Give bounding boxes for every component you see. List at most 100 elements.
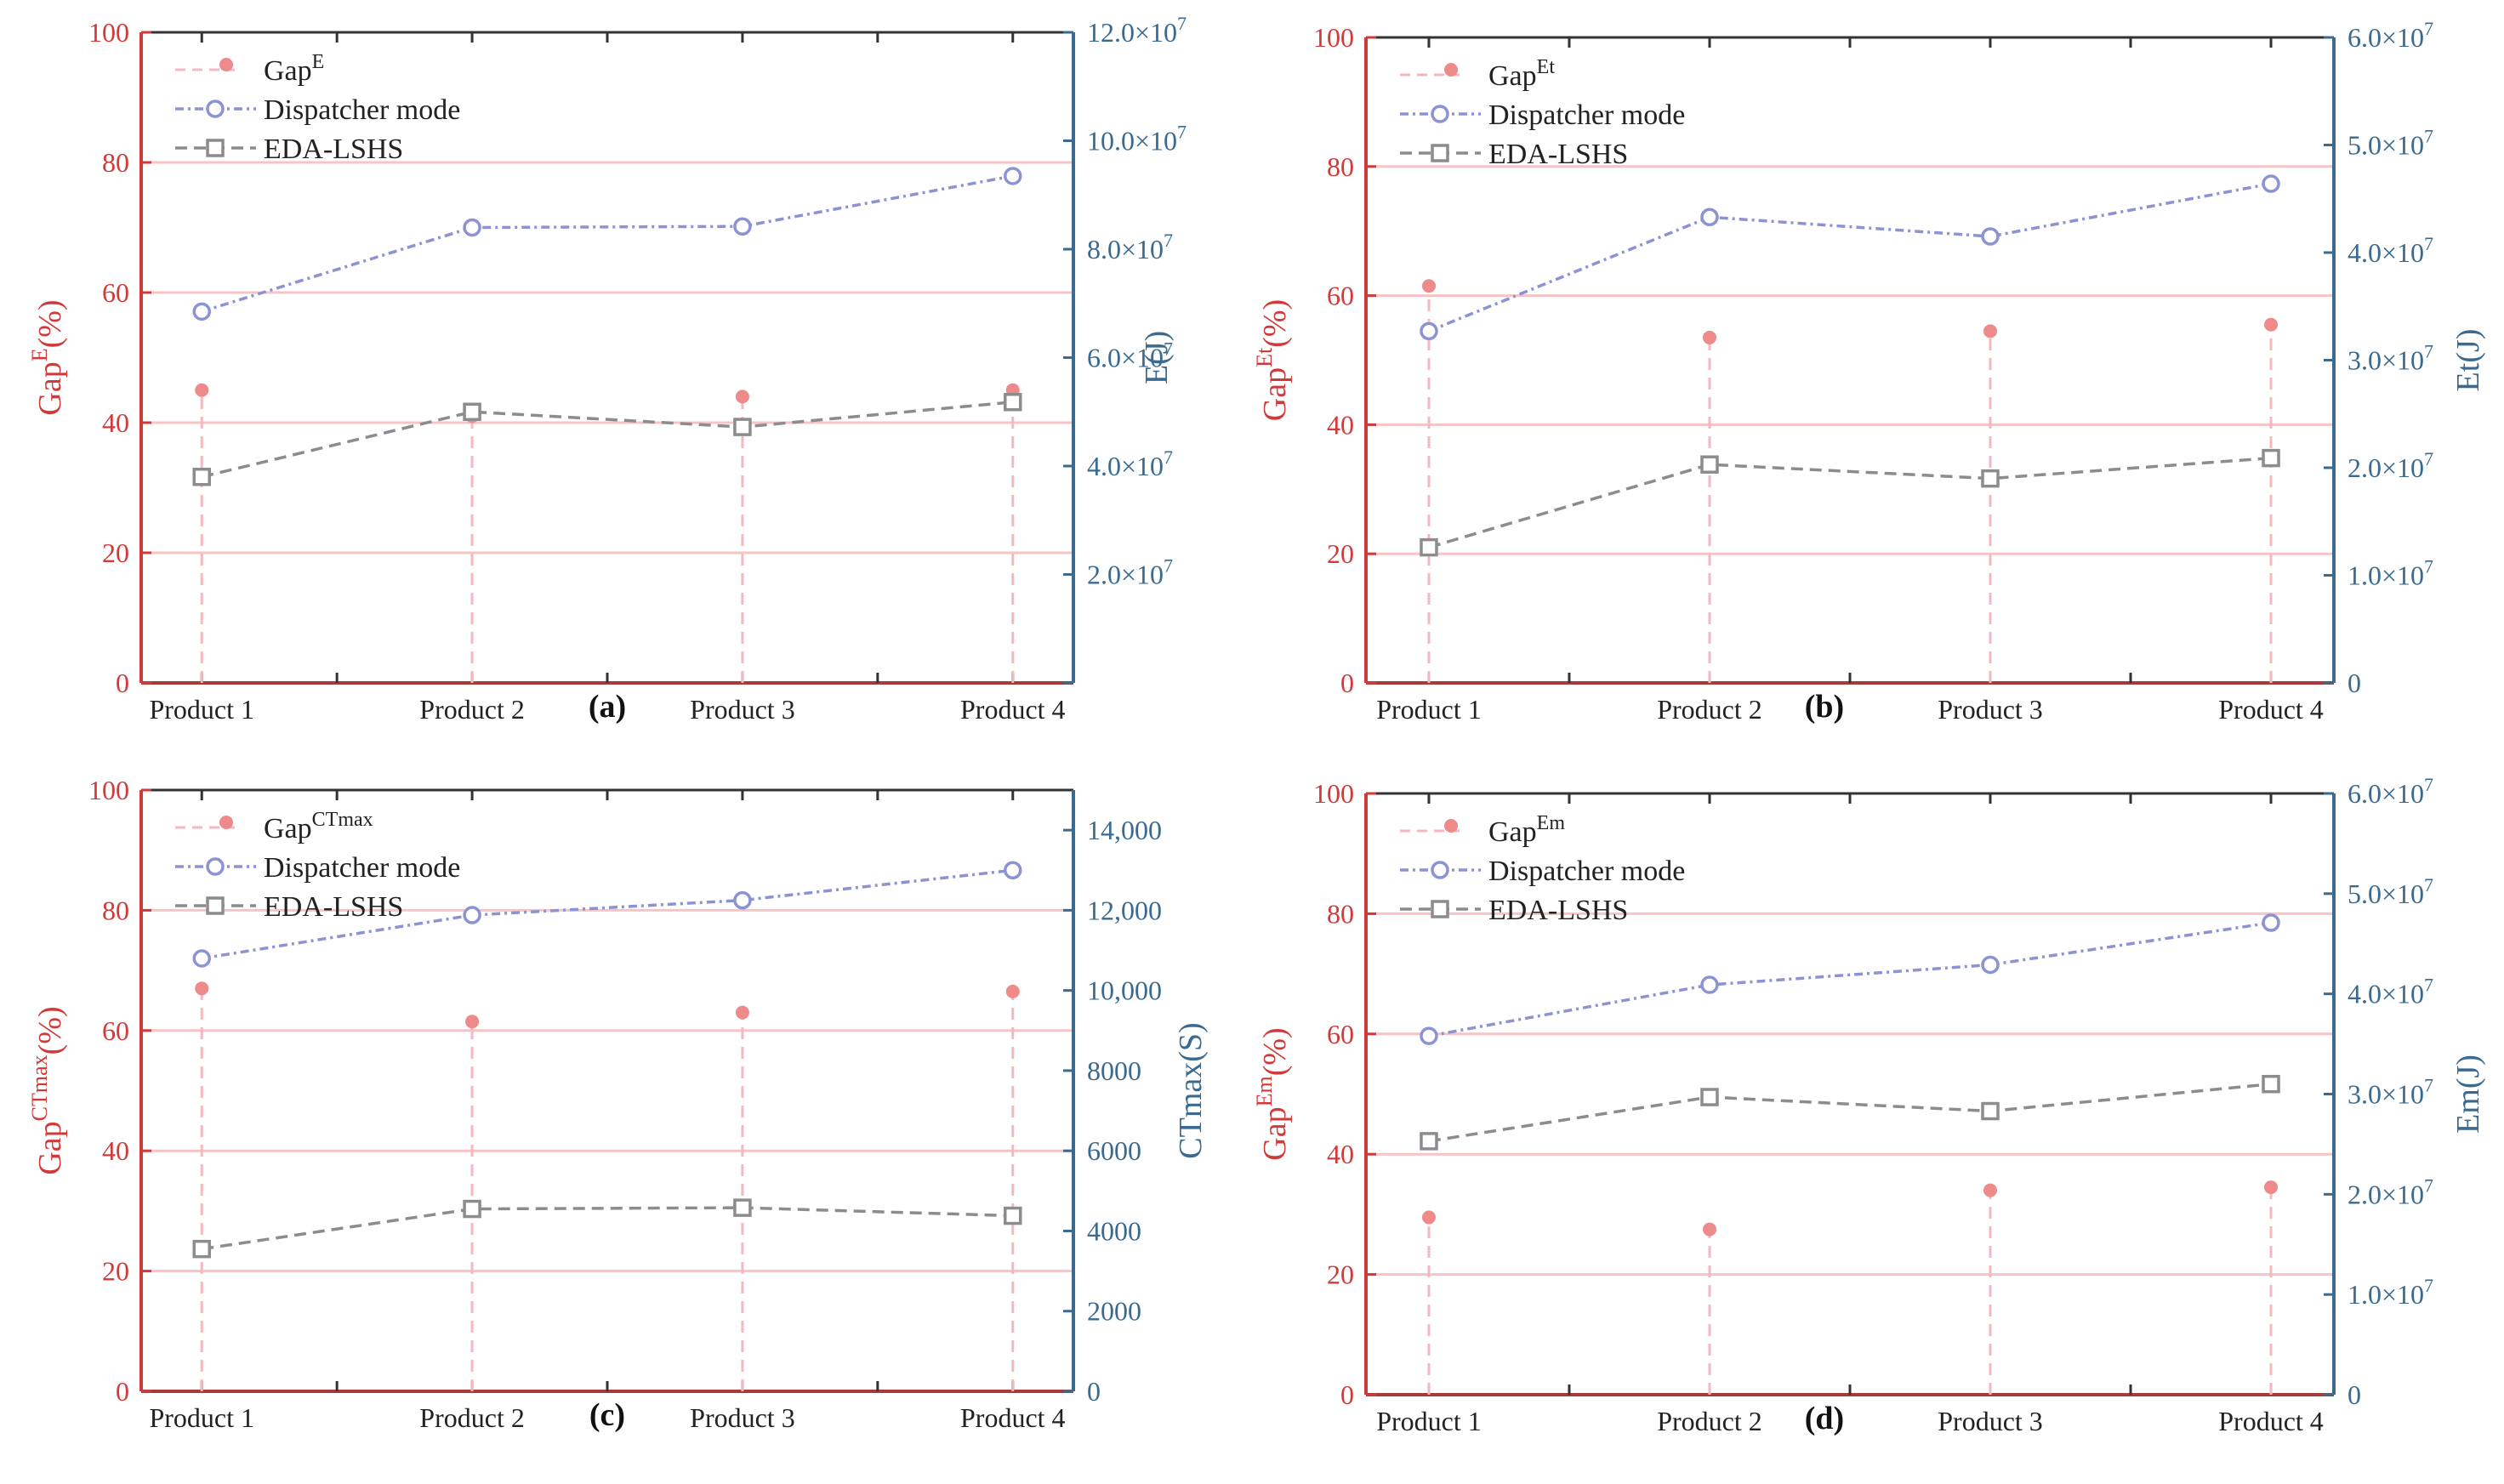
right-tick-label: 8.0×107 <box>1087 230 1173 264</box>
gap-point <box>1702 330 1716 344</box>
legend-label: GapCTmax <box>264 809 373 844</box>
right-tick-label: 10.0×107 <box>1087 122 1187 156</box>
x-tick-label: Product 1 <box>149 694 254 725</box>
x-tick-label: Product 4 <box>2218 1406 2324 1436</box>
gap-point <box>195 383 209 397</box>
dispatcher-point <box>1420 1026 1438 1045</box>
chart-panel-3: Product 1 Product 2 Product 3 Product 4 (c) 0… <box>27 775 1209 1433</box>
chart-panel-2: Product 1 Product 2 Product 3 Product 4 (b) 0… <box>1252 18 2486 725</box>
right-axis-title: Em(J) <box>2450 1055 2486 1134</box>
right-tick-label: 4.0×107 <box>1087 446 1173 481</box>
left-axis-title: GapCTmax(%) <box>27 1006 68 1174</box>
right-tick-label: 1.0×107 <box>2348 1275 2433 1310</box>
right-tick-label: 2000 <box>1087 1296 1141 1327</box>
right-tick-label: 5.0×107 <box>2348 126 2433 161</box>
left-tick-label: 0 <box>116 1376 129 1407</box>
x-tick-label: Product 4 <box>960 694 1066 725</box>
left-tick-label: 20 <box>1327 1259 1354 1290</box>
dispatcher-point <box>192 302 211 321</box>
left-axis-title: GapE(%) <box>27 299 68 415</box>
dispatcher-point <box>2262 913 2280 932</box>
dispatcher-series-line <box>201 174 1014 313</box>
dispatcher-point <box>1004 861 1022 880</box>
right-tick-label: 14,000 <box>1087 815 1162 845</box>
eda-series-line <box>1428 456 2272 549</box>
right-axis-title: CTmax(S) <box>1173 1022 1209 1158</box>
dispatcher-point <box>463 218 481 237</box>
eda-point <box>463 1199 481 1219</box>
right-tick-label: 0 <box>1087 1376 1101 1407</box>
left-tick-label: 60 <box>102 1015 129 1046</box>
right-tick-label: 5.0×107 <box>2348 874 2433 909</box>
gap-point <box>1421 1210 1436 1225</box>
left-tick-label: 20 <box>102 537 129 568</box>
gap-point <box>1983 1183 1998 1197</box>
legend: GapEm Dispatcher mode EDA-LSHS <box>1400 812 1685 926</box>
right-tick-label: 12,000 <box>1087 895 1162 925</box>
legend-gap-marker <box>1444 819 1458 833</box>
eda-point <box>2262 1074 2280 1094</box>
eda-point <box>1700 455 1719 474</box>
gap-point <box>1421 279 1436 293</box>
left-tick-label: 40 <box>1327 409 1354 440</box>
chart-panel-1: Product 1 Product 2 Product 3 Product 4 (a) 0… <box>27 13 1187 725</box>
right-tick-label: 6.0×107 <box>2348 774 2433 809</box>
dispatcher-point <box>1420 321 1438 341</box>
legend-label: EDA-LSHS <box>264 891 403 923</box>
panel-label: (a) <box>589 689 626 725</box>
legend: GapE Dispatcher mode EDA-LSHS <box>175 51 460 165</box>
panel-label: (d) <box>1805 1401 1844 1436</box>
left-tick-label: 20 <box>102 1256 129 1287</box>
right-tick-label: 4.0×107 <box>2348 975 2433 1009</box>
legend-label: Dispatcher mode <box>264 94 460 126</box>
x-tick-label: Product 3 <box>1938 1406 2043 1436</box>
x-tick-label: Product 2 <box>1657 1406 1762 1436</box>
chart-panel-4: Product 1 Product 2 Product 3 Product 4 (d) 0… <box>1252 774 2486 1436</box>
left-tick-label: 40 <box>102 407 129 438</box>
legend-dispatcher-marker <box>1431 861 1449 879</box>
x-tick-label: Product 1 <box>1376 1406 1482 1436</box>
legend-label: Dispatcher mode <box>264 852 460 884</box>
left-axis-title: GapEm(%) <box>1252 1027 1293 1160</box>
right-tick-label: 8000 <box>1087 1055 1141 1086</box>
dispatcher-series-line <box>1428 921 2272 1038</box>
left-tick-label: 0 <box>116 668 129 698</box>
left-tick-label: 60 <box>102 277 129 308</box>
eda-point <box>733 418 752 436</box>
legend-label: Dispatcher mode <box>1488 856 1685 887</box>
right-axis-title: E(J) <box>1139 331 1175 384</box>
right-tick-label: 6000 <box>1087 1135 1141 1166</box>
right-tick-label: 2.0×107 <box>2348 448 2433 483</box>
dispatcher-point <box>2262 174 2280 193</box>
right-tick-label: 6.0×107 <box>1087 338 1173 373</box>
dispatcher-point <box>192 949 211 968</box>
eda-point <box>1004 1206 1022 1225</box>
legend-eda-marker <box>1431 900 1449 918</box>
left-tick-label: 40 <box>1327 1139 1354 1169</box>
gap-point <box>2264 1180 2279 1195</box>
panel-label: (c) <box>589 1397 625 1433</box>
right-tick-label: 6.0×107 <box>2348 18 2433 53</box>
legend-label: GapE <box>264 51 324 87</box>
gap-point <box>735 1005 749 1020</box>
eda-series-line <box>201 1206 1013 1251</box>
legend-label: GapEm <box>1488 812 1565 848</box>
gap-point <box>1702 1222 1716 1237</box>
right-tick-label: 4000 <box>1087 1215 1141 1246</box>
left-tick-label: 20 <box>1327 538 1354 569</box>
dispatcher-point <box>1700 208 1719 227</box>
left-tick-label: 0 <box>1340 1379 1354 1410</box>
eda-point <box>1420 537 1438 557</box>
legend: GapEt Dispatcher mode EDA-LSHS <box>1400 56 1685 170</box>
left-tick-label: 100 <box>1313 22 1354 53</box>
x-tick-label: Product 2 <box>419 694 525 725</box>
legend-label: EDA-LSHS <box>1488 139 1628 170</box>
gap-point <box>465 1015 480 1029</box>
eda-point <box>733 1198 752 1217</box>
left-tick-label: 0 <box>1340 668 1354 698</box>
left-tick-label: 80 <box>102 147 129 178</box>
right-tick-label: 2.0×107 <box>1087 555 1173 590</box>
dispatcher-series-line <box>1428 182 2272 333</box>
x-tick-label: Product 2 <box>1657 694 1762 725</box>
